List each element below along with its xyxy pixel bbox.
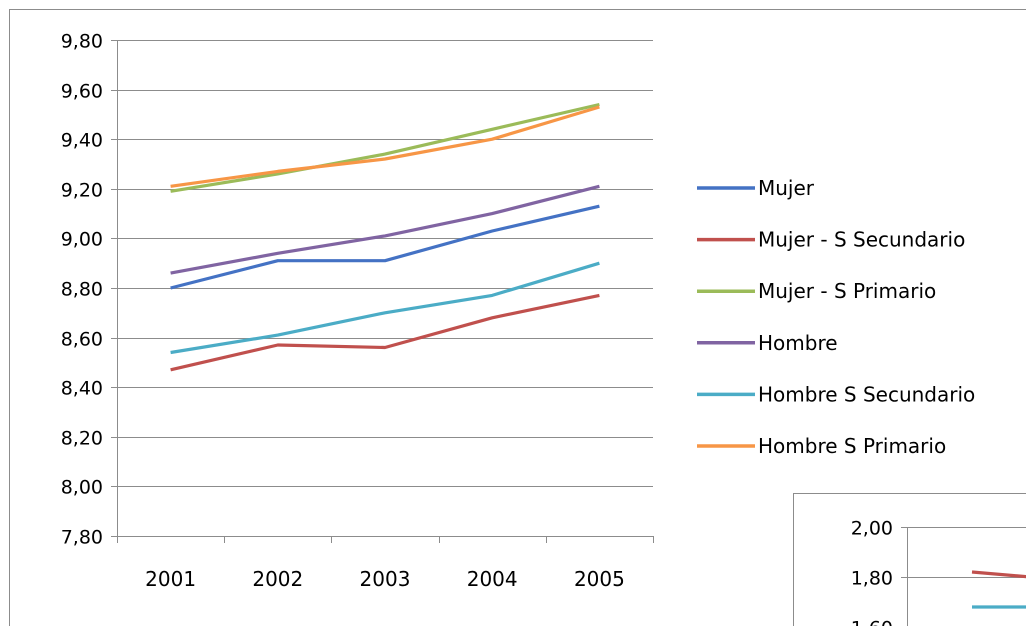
secondary-y-tick-label: 1,60 [851,618,893,627]
y-tick-labels: 7,80 8,00 8,20 8,40 8,60 8,80 9,00 9,20 9,40 9,60… [61,31,103,549]
series-line-2 [171,295,600,369]
y-tick-label: 9,20 [61,180,103,202]
y-tick-label: 8,80 [61,279,103,301]
series-line-1 [171,206,600,288]
legend-label: Mujer - S Secundario [758,228,965,252]
y-tick-label: 9,40 [61,130,103,152]
y-tick-label: 8,20 [61,428,103,450]
legend-label: Mujer - S Primario [758,279,936,303]
x-tick-labels: 2001 2002 2003 2004 2005 [145,567,625,591]
x-tick-label: 2005 [574,567,625,591]
legend-label: Mujer [758,176,815,200]
secondary-y-tick-label: 2,00 [851,518,893,540]
legend-entry: Hombre S Secundario [697,382,975,406]
x-tick-label: 2003 [360,567,411,591]
x-tick-label: 2001 [145,567,196,591]
y-tick-label: 9,80 [61,31,103,53]
y-tick-label: 8,40 [61,378,103,400]
secondary-chart: 2,00 1,80 1,60 [794,494,1026,627]
legend-label: Hombre S Secundario [758,382,975,406]
y-tick-label: 9,60 [61,81,103,103]
y-tick-label: 8,00 [61,477,103,499]
legend-entry: Hombre [697,331,838,355]
series-lines [171,105,600,370]
y-tick-label: 8,60 [61,329,103,351]
legend-entry: Mujer - S Secundario [697,228,965,252]
legend-label: Hombre S Primario [758,434,946,458]
y-tick-label: 9,00 [61,229,103,251]
x-tick-label: 2004 [467,567,518,591]
legend-entry: Hombre S Primario [697,434,946,458]
legend-entry: Mujer [697,176,815,200]
secondary-y-tick-label: 1,80 [851,568,893,590]
legend-label: Hombre [758,331,838,355]
x-tick-label: 2002 [252,567,303,591]
legend-entry: Mujer - S Primario [697,279,936,303]
legend: Mujer Mujer - S Secundario Mujer - S Prima… [697,176,975,458]
y-tick-label: 7,80 [61,527,103,549]
